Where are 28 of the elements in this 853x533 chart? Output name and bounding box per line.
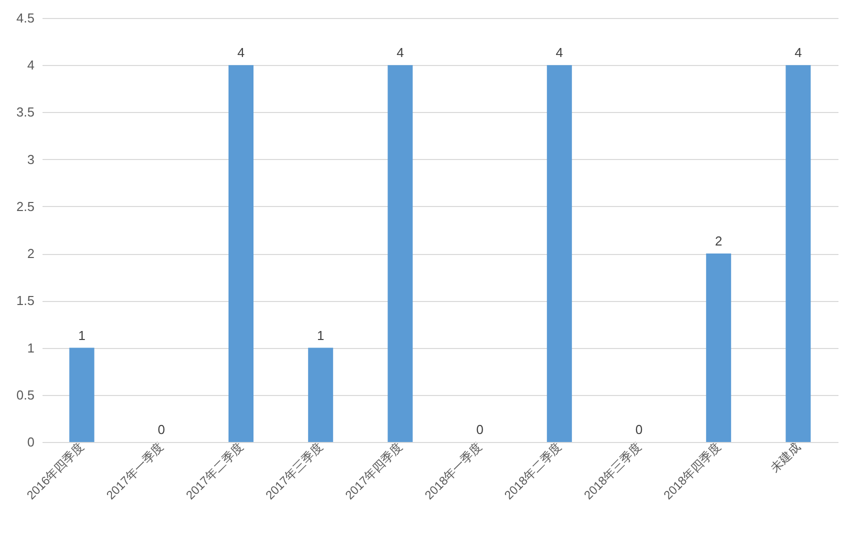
y-tick-label: 1 [27,340,34,356]
y-tick-label: 4 [27,58,34,73]
data-label: 1 [78,328,86,343]
data-label: 0 [476,422,484,437]
bar [706,254,732,442]
bar [546,65,572,442]
y-tick-label: 0 [27,434,34,450]
bar [786,65,811,442]
x-tick-label: 未建成 [768,440,804,475]
y-tick-label: 0.5 [16,387,34,402]
data-label: 1 [316,328,324,343]
bar [388,65,413,442]
data-label: 4 [794,45,802,60]
y-tick-label: 3.5 [16,104,34,120]
data-label: 0 [158,422,166,437]
y-tick-label: 4.5 [16,10,34,26]
data-label: 2 [714,234,722,249]
y-tick-label: 1.5 [16,293,34,308]
data-label: 4 [237,45,245,60]
data-label: 4 [396,45,404,60]
bar [228,65,254,442]
bar [69,348,94,442]
y-tick-label: 2 [27,246,34,262]
data-label: 4 [556,45,564,60]
data-label: 0 [635,422,643,437]
y-tick-label: 2.5 [16,198,34,214]
bar [308,348,334,442]
y-tick-label: 3 [27,152,34,167]
